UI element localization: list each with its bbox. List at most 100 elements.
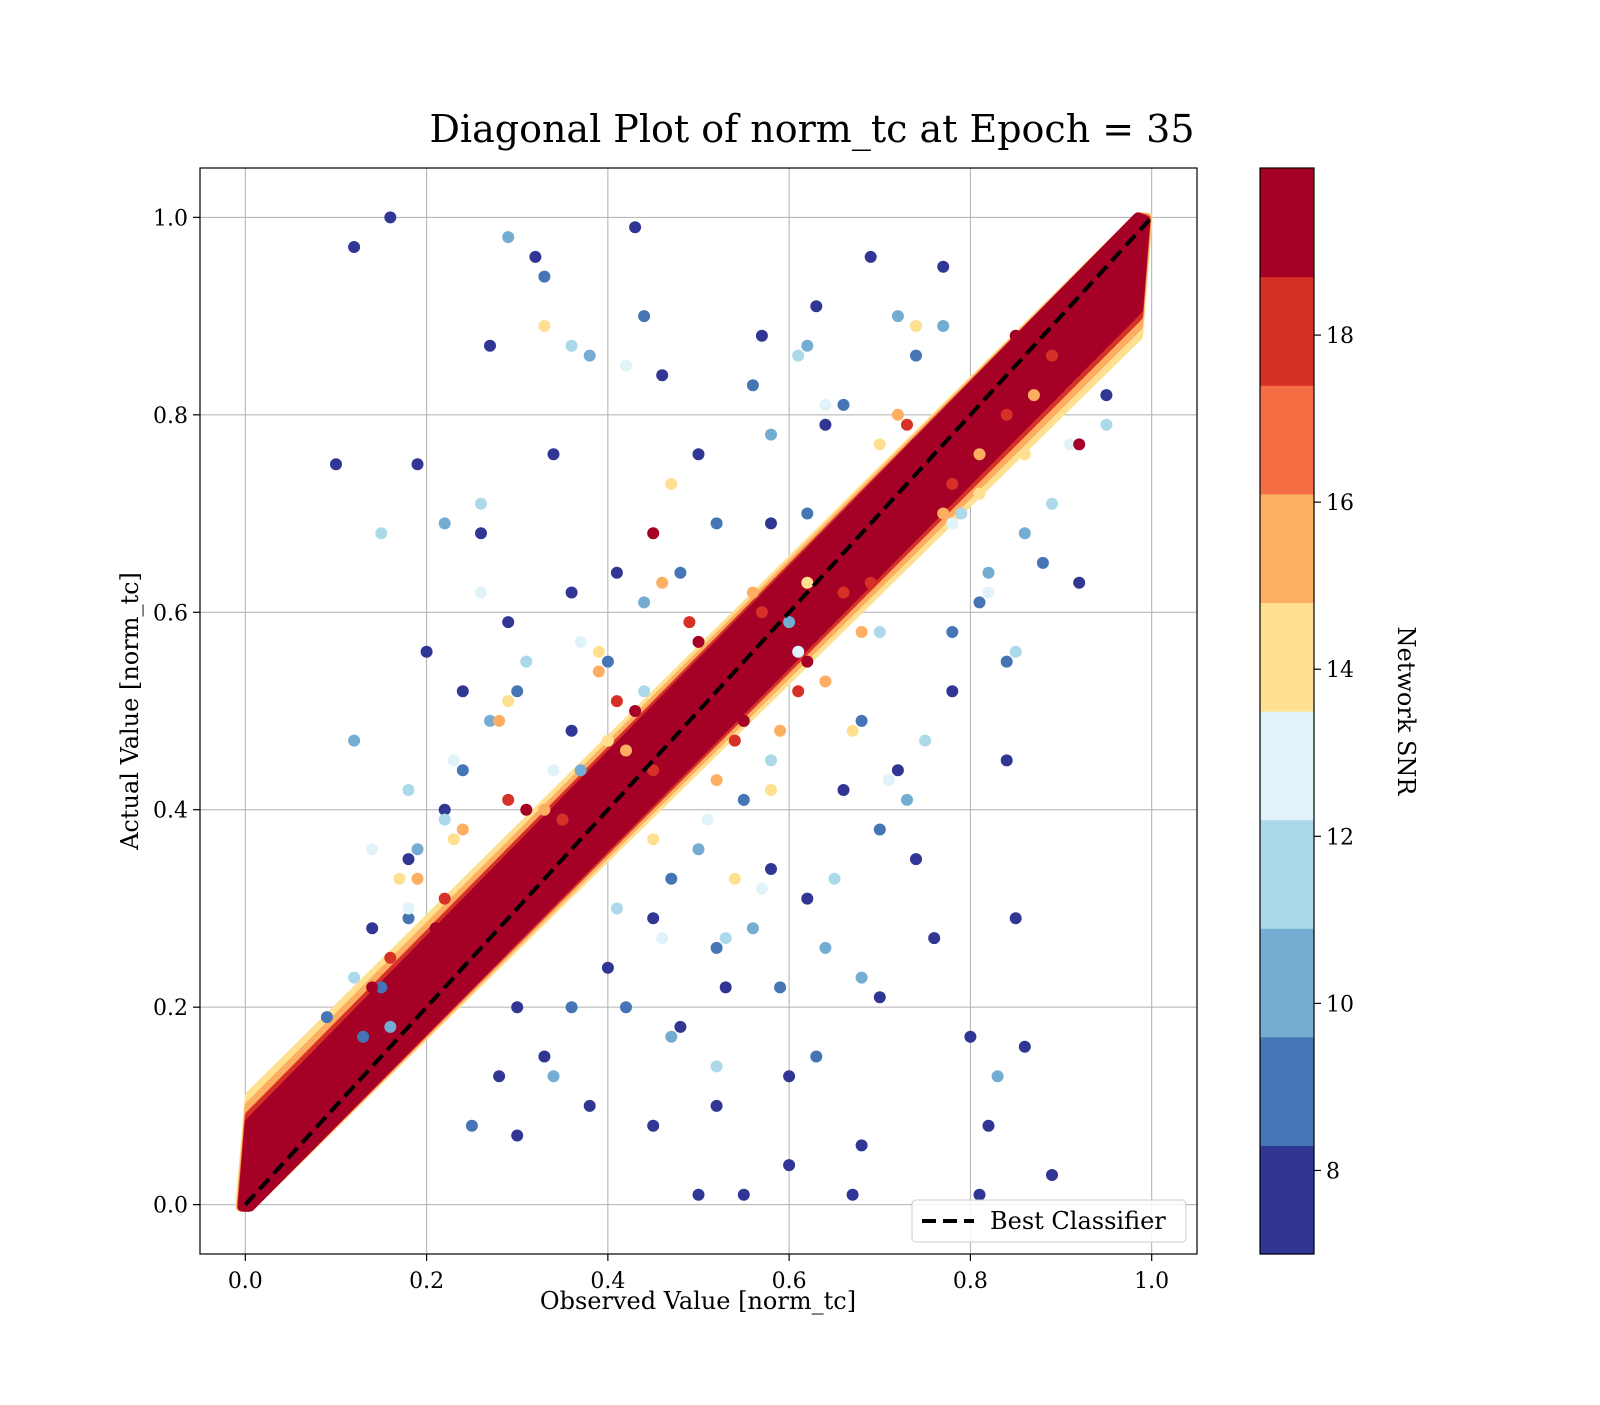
scatter-point (330, 458, 342, 471)
scatter-point (837, 586, 850, 599)
colorbar-segment (1260, 168, 1314, 278)
scatter-point (1027, 389, 1040, 402)
scatter-point (765, 863, 777, 875)
scatter-point (982, 1119, 995, 1132)
plot-frame (199, 167, 1198, 1255)
scatter-point (538, 803, 551, 816)
colorbar-label: Network SNR (1392, 627, 1420, 797)
scatter-point (692, 1188, 705, 1201)
scatter-point (864, 576, 877, 589)
scatter-point (765, 616, 777, 629)
scatter-point (891, 408, 904, 421)
scatter-point (873, 556, 886, 569)
scatter-point (1064, 438, 1077, 451)
scatter-points (320, 211, 1113, 1201)
scatter-point (937, 260, 950, 273)
scatter-point (755, 882, 768, 895)
scatter-point (873, 626, 886, 638)
scatter-point (493, 714, 506, 727)
scatter-point (792, 645, 805, 658)
scatter-point (774, 724, 787, 737)
colorbar-segment (1260, 602, 1314, 712)
scatter-point (1018, 1040, 1031, 1053)
scatter-point (928, 932, 941, 945)
scatter-point (583, 349, 596, 362)
scatter-point (438, 892, 451, 905)
scatter-point (511, 685, 524, 698)
scatter-point (620, 1001, 632, 1014)
scatter-point (783, 1159, 796, 1172)
scatter-point (647, 527, 660, 540)
scatter-point (728, 734, 741, 747)
scatter-point (529, 250, 542, 263)
scatter-point (447, 833, 460, 846)
scatter-point (710, 517, 723, 530)
scatter-point (429, 922, 442, 935)
scatter-point (502, 793, 515, 806)
scatter-point (538, 270, 551, 283)
scatter-point (1000, 754, 1013, 767)
scatter-point (846, 566, 859, 579)
scatter-point (819, 675, 832, 688)
y-axis-label: Actual Value [norm_tc] (116, 572, 144, 851)
scatter-point (610, 902, 623, 915)
scatter-point (765, 517, 777, 530)
scatter-point (1046, 1169, 1058, 1181)
legend-box (911, 1199, 1187, 1243)
scatter-point (511, 1129, 524, 1142)
scatter-point (855, 714, 868, 727)
scatter-point (1018, 527, 1031, 540)
scatter-point (411, 458, 424, 471)
colorbar-segment (1260, 385, 1314, 495)
scatter-point (384, 1020, 397, 1033)
scatter-point (538, 320, 551, 332)
scatter-point (538, 1050, 551, 1063)
scatter-point (846, 724, 859, 737)
scatter-point (1046, 349, 1058, 362)
scatter-point (1100, 389, 1113, 402)
scatter-point (520, 655, 533, 668)
scatter-point (601, 961, 614, 974)
x-tick-label: 0.0 (228, 1269, 263, 1294)
scatter-point (692, 635, 705, 648)
scatter-point (629, 221, 642, 234)
scatter-point (547, 448, 560, 461)
scatter-point (801, 507, 814, 520)
density-band (235, 212, 1153, 1212)
scatter-point (565, 1001, 578, 1014)
scatter-point (493, 1070, 506, 1083)
scatter-point (819, 418, 832, 431)
scatter-point (574, 635, 587, 648)
scatter-point (366, 981, 379, 994)
scatter-point (710, 774, 723, 787)
scatter-point (574, 764, 587, 777)
scatter-point (819, 398, 832, 411)
scatter-point (348, 971, 361, 984)
x-axis-label: Observed Value [norm_tc] (540, 1287, 856, 1315)
scatter-point (1009, 912, 1022, 925)
y-tick-label: 0.4 (153, 799, 188, 824)
scatter-point (873, 438, 886, 451)
scatter-point (656, 369, 669, 382)
scatter-point (447, 754, 460, 767)
scatter-point (946, 517, 959, 530)
scatter-point (873, 991, 886, 1004)
x-tick-label: 0.2 (409, 1269, 444, 1294)
band-layer (238, 212, 1150, 1212)
scatter-point (411, 872, 424, 885)
scatter-point (402, 912, 415, 925)
scatter-point (656, 932, 669, 945)
scatter-point (1046, 497, 1058, 510)
scatter-point (864, 250, 877, 263)
scatter-point (801, 655, 814, 668)
scatter-point (583, 1099, 596, 1112)
scatter-point (982, 586, 995, 599)
colorbar-tick-label: 14 (1326, 658, 1354, 683)
scatter-point (683, 616, 696, 629)
scatter-point (737, 714, 750, 727)
legend: Best Classifier (911, 1199, 1187, 1243)
scatter-point (855, 1139, 868, 1152)
scatter-point (819, 941, 832, 954)
scatter-point (1073, 576, 1086, 589)
